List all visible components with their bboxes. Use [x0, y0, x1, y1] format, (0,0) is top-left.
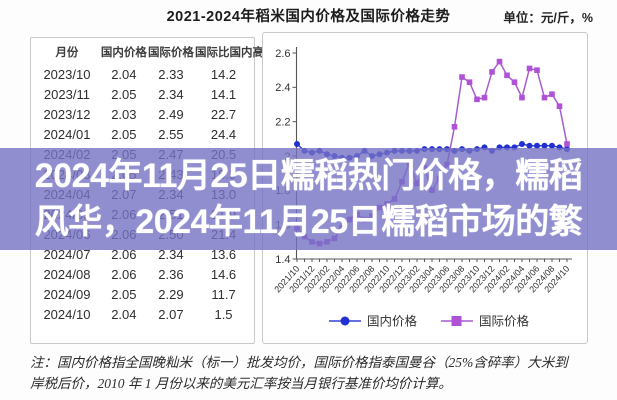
y-tick-label: 2.6: [275, 48, 290, 60]
data-point-circle: [526, 142, 533, 149]
table-cell: 2.34: [158, 246, 184, 262]
y-tick-label: 2.2: [275, 116, 290, 128]
unit-label: 单位：元/斤，%: [503, 11, 593, 25]
table-cell: 11.7: [211, 286, 236, 302]
table-cell: 2024/07: [43, 246, 91, 262]
table-cell: 2.34: [158, 86, 184, 102]
data-point-square: [459, 74, 465, 80]
data-point-square: [504, 72, 510, 79]
table-cell: 14.6: [210, 266, 237, 282]
y-tick-label: 2.4: [275, 82, 290, 94]
table-cell: 2024/01: [43, 126, 91, 142]
data-point-square: [541, 94, 548, 101]
data-point-square: [511, 79, 518, 85]
data-point-square: [564, 141, 570, 147]
table-cell: 2023/11: [43, 86, 90, 102]
overlay-title-line2: 风华，2024年11月25日糯稻市场的繁: [34, 203, 583, 241]
table-row: 2024/01 2.05 2.55 24.4: [33, 124, 252, 144]
footnote-line2: 岸税后价，2010 年 1 月份以来的美元汇率按当月银行基准价均价计算。: [30, 376, 452, 391]
table-row: 2023/11 2.05 2.34 14.1: [33, 84, 252, 104]
data-point-square: [519, 94, 525, 101]
data-point-square: [549, 91, 555, 98]
data-point-square: [474, 96, 480, 103]
table-cell: 2024/09: [43, 286, 91, 302]
table-cell: 2.49: [158, 106, 184, 122]
data-point-square: [451, 124, 458, 130]
col-header-domestic: 国内价格: [100, 47, 147, 59]
table-cell: 14.1: [210, 86, 237, 102]
table-cell: 2.33: [158, 66, 184, 82]
table-header-row: 月份 国内价格 国际价格 国际比国内高: [33, 41, 265, 64]
table-row: 2024/09 2.05 2.29 11.7: [33, 284, 252, 304]
table-cell: 2.29: [158, 286, 184, 302]
data-point-square: [489, 69, 495, 75]
legend-label-domestic: 国内价格: [367, 314, 418, 329]
table-cell: 2.55: [158, 126, 184, 142]
table-row: 2023/12 2.03 2.49 22.7: [33, 104, 252, 124]
table-cell: 2023/10: [43, 66, 91, 82]
data-point-square: [496, 58, 503, 65]
footnote-line1: 注：国内价格指全国晚籼米（标一）批发均价，国际价格指泰国曼谷（25%含碎率）大米…: [30, 355, 568, 370]
legend-label-international: 国际价格: [479, 314, 530, 329]
table-cell: 2.36: [158, 266, 184, 282]
table-cell: 2.05: [111, 86, 137, 102]
table-cell: 2.07: [158, 306, 184, 322]
table-cell: 2.04: [111, 306, 137, 322]
page-title: 2021-2024年稻米国内价格及国际价格走势: [166, 9, 451, 25]
legend-marker-circle-icon: [340, 316, 350, 326]
data-point-square: [534, 67, 540, 73]
table-cell: 2.06: [111, 266, 137, 282]
table-row: 2024/07 2.06 2.34 13.6: [33, 244, 252, 264]
table-cell: 2.03: [111, 106, 137, 122]
data-point-square: [556, 103, 563, 110]
table-row: 2024/10 2.04 2.07 1.5: [33, 304, 252, 324]
col-header-premium: 国际比国内高: [195, 47, 265, 59]
data-point-square: [481, 94, 488, 101]
table-cell: 2.04: [111, 66, 137, 82]
table-cell: 2024/08: [43, 266, 91, 282]
y-tick-label: 1.4: [275, 254, 290, 266]
table-cell: 14.2: [210, 66, 237, 82]
table-row: 2023/10 2.04 2.33 14.2: [33, 64, 252, 84]
table-cell: 2023/12: [43, 106, 91, 122]
data-point-circle: [519, 140, 525, 147]
table-cell: 24.4: [210, 126, 237, 142]
overlay-banner: 2024年11月25日糯稻热门价格，糯稻 风华，2024年11月25日糯稻市场的…: [0, 148, 617, 250]
table-row: 2024/08 2.06 2.36 14.6: [33, 264, 252, 284]
table-cell: 22.7: [210, 106, 237, 122]
table-cell: 1.5: [214, 306, 233, 322]
overlay-title-line1: 2024年11月25日糯稻热门价格，糯稻: [34, 157, 583, 195]
data-point-circle: [541, 142, 548, 149]
data-point-square: [526, 65, 533, 72]
col-header-month: 月份: [55, 47, 79, 59]
table-cell: 2024/10: [43, 306, 91, 322]
data-point-circle: [534, 142, 540, 149]
legend-marker-square-icon: [451, 316, 462, 326]
table-cell: 2.05: [111, 286, 137, 302]
col-header-international: 国际价格: [147, 47, 194, 59]
table-cell: 2.06: [111, 246, 137, 262]
table-cell: 2.05: [111, 126, 137, 142]
data-point-circle: [294, 140, 300, 147]
footnote: 注：国内价格指全国晚籼米（标一）批发均价，国际价格指泰国曼谷（25%含碎率）大米…: [30, 352, 595, 394]
data-point-square: [466, 79, 473, 85]
data-point-circle: [549, 142, 555, 149]
table-cell: 13.6: [210, 246, 237, 262]
